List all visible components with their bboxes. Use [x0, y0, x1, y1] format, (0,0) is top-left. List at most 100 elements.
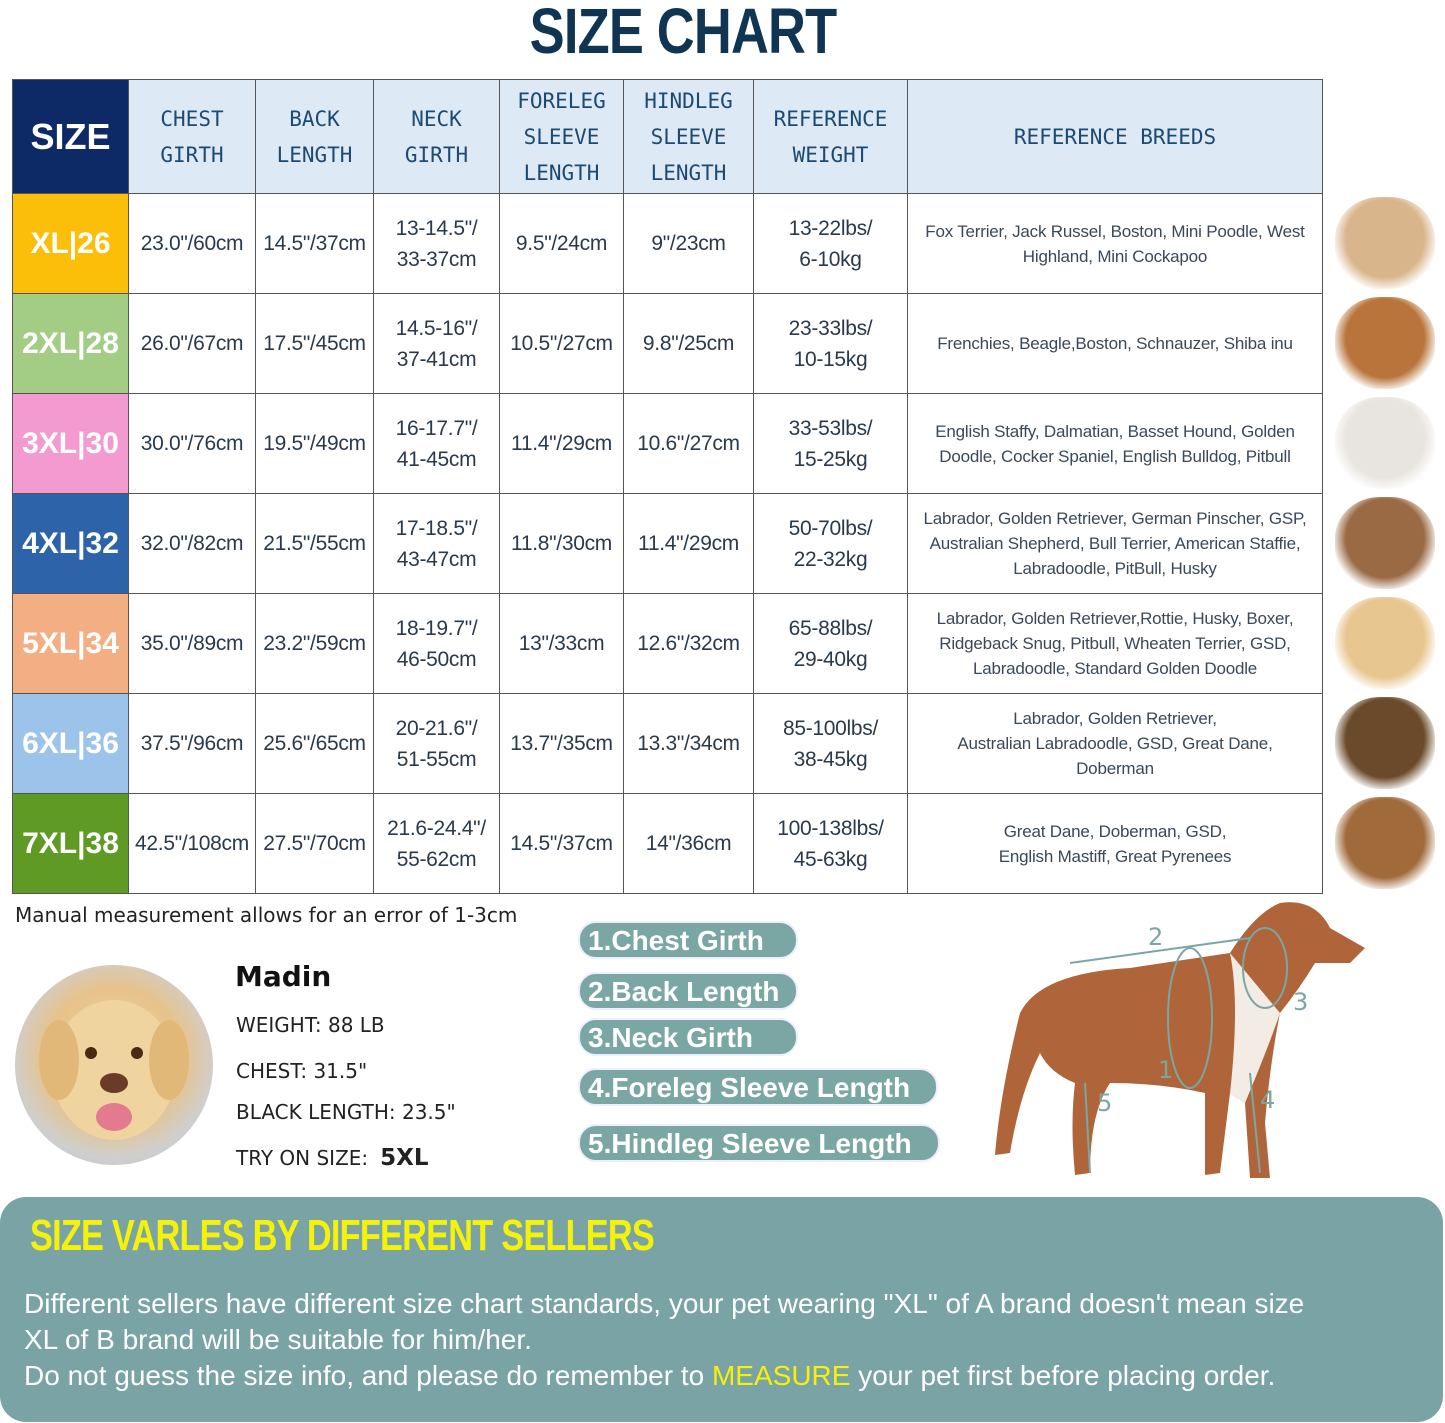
- cell-neck: 18-19.7"/ 46-50cm: [373, 593, 500, 694]
- cell-neck: 16-17.7"/ 41-45cm: [373, 393, 500, 494]
- cell-breeds: Labrador, Golden Retriever,Rottie, Husky…: [907, 593, 1323, 694]
- cell-chest: 32.0"/82cm: [128, 493, 256, 594]
- diagram-label-1: 1: [1158, 1056, 1173, 1084]
- measure-foreleg-sleeve: 4.Foreleg Sleeve Length: [578, 1068, 938, 1106]
- breed-photo: [1335, 397, 1435, 489]
- cell-foreleg: 13.7"/35cm: [499, 693, 624, 794]
- header-hindleg-sleeve-length: HINDLEG SLEEVE LENGTH: [623, 79, 754, 194]
- cell-hindleg: 9.8"/25cm: [623, 293, 754, 394]
- cell-chest: 26.0"/67cm: [128, 293, 256, 394]
- measure-back-length: 2.Back Length: [578, 972, 798, 1010]
- cell-breeds: English Staffy, Dalmatian, Basset Hound,…: [907, 393, 1323, 494]
- try-size-label: TRY ON SIZE:: [236, 1146, 369, 1170]
- header-foreleg-sleeve-length: FORELEG SLEEVE LENGTH: [499, 79, 624, 194]
- banner-line-3: Do not guess the size info, and please d…: [24, 1359, 1275, 1392]
- diagram-label-2: 2: [1148, 923, 1163, 951]
- cell-foreleg: 10.5"/27cm: [499, 293, 624, 394]
- cell-chest: 37.5"/96cm: [128, 693, 256, 794]
- cell-chest: 42.5"/108cm: [128, 793, 256, 894]
- cell-back: 25.6"/65cm: [255, 693, 374, 794]
- size-row: 2XL|28 26.0"/67cm 17.5"/45cm 14.5-16"/ 37-4…: [12, 293, 1323, 394]
- cell-hindleg: 13.3"/34cm: [623, 693, 754, 794]
- cell-weight: 50-70lbs/ 22-32kg: [753, 493, 908, 594]
- breed-photo: [1335, 297, 1435, 389]
- diagram-label-3: 3: [1293, 988, 1308, 1016]
- banner-title: SIZE VARLES BY DIFFERENT SELLERS: [30, 1211, 655, 1260]
- model-try-size: TRY ON SIZE: 5XL: [236, 1145, 429, 1171]
- cell-weight: 13-22lbs/ 6-10kg: [753, 193, 908, 294]
- breed-photo: [1335, 697, 1435, 789]
- cell-neck: 20-21.6"/ 51-55cm: [373, 693, 500, 794]
- cell-neck: 21.6-24.4"/ 55-62cm: [373, 793, 500, 894]
- size-row: 5XL|34 35.0"/89cm 23.2"/59cm 18-19.7"/ 46-5…: [12, 593, 1323, 694]
- cell-neck: 17-18.5"/ 43-47cm: [373, 493, 500, 594]
- banner-line-3a: Do not guess the size info, and please d…: [24, 1360, 712, 1391]
- cell-chest: 35.0"/89cm: [128, 593, 256, 694]
- breed-photo: [1335, 497, 1435, 589]
- header-reference-breeds: REFERENCE BREEDS: [907, 79, 1323, 194]
- size-label: 6XL|36: [12, 693, 129, 794]
- cell-weight: 100-138lbs/ 45-63kg: [753, 793, 908, 894]
- cell-chest: 23.0"/60cm: [128, 193, 256, 294]
- cell-hindleg: 9"/23cm: [623, 193, 754, 294]
- cell-hindleg: 11.4"/29cm: [623, 493, 754, 594]
- cell-back: 14.5"/37cm: [255, 193, 374, 294]
- model-weight: WEIGHT: 88 LB: [236, 1013, 385, 1037]
- cell-foreleg: 11.4"/29cm: [499, 393, 624, 494]
- size-chart-table: SIZE CHEST GIRTH BACK LENGTH NECK GIRTH FORE…: [12, 79, 1323, 894]
- breed-photo: [1335, 797, 1435, 889]
- diagram-label-5: 5: [1097, 1089, 1112, 1117]
- header-back-length: BACK LENGTH: [255, 79, 374, 194]
- diagram-label-4: 4: [1260, 1086, 1275, 1114]
- cell-foreleg: 14.5"/37cm: [499, 793, 624, 894]
- model-name: Madin: [235, 960, 332, 993]
- cell-breeds: Labrador, Golden Retriever, German Pinsc…: [907, 493, 1323, 594]
- measure-neck-girth: 3.Neck Girth: [578, 1018, 798, 1056]
- cell-weight: 65-88lbs/ 29-40kg: [753, 593, 908, 694]
- measure-highlight: MEASURE: [711, 1360, 851, 1391]
- banner-line-1: Different sellers have different size ch…: [24, 1288, 1305, 1319]
- cell-back: 17.5"/45cm: [255, 293, 374, 394]
- size-label: 7XL|38: [12, 793, 129, 894]
- size-row: 6XL|36 37.5"/96cm 25.6"/65cm 20-21.6"/ 51-5…: [12, 693, 1323, 794]
- header-chest-girth: CHEST GIRTH: [128, 79, 256, 194]
- size-label: 4XL|32: [12, 493, 129, 594]
- banner-line-2: XL of B brand will be suitable for him/h…: [24, 1324, 532, 1355]
- cell-breeds: Fox Terrier, Jack Russel, Boston, Mini P…: [907, 193, 1323, 294]
- header-neck-girth: NECK GIRTH: [373, 79, 500, 194]
- size-label: 5XL|34: [12, 593, 129, 694]
- size-row: 3XL|30 30.0"/76cm 19.5"/49cm 16-17.7"/ 41-4…: [12, 393, 1323, 494]
- header-reference-weight: REFERENCE WEIGHT: [753, 79, 908, 194]
- seller-warning-banner: SIZE VARLES BY DIFFERENT SELLERS Differe…: [0, 1197, 1443, 1422]
- header-size: SIZE: [12, 79, 129, 194]
- cell-breeds: Great Dane, Doberman, GSD, English Masti…: [907, 793, 1323, 894]
- cell-weight: 85-100lbs/ 38-45kg: [753, 693, 908, 794]
- size-label: 3XL|30: [12, 393, 129, 494]
- cell-back: 27.5"/70cm: [255, 793, 374, 894]
- cell-foreleg: 13"/33cm: [499, 593, 624, 694]
- cell-chest: 30.0"/76cm: [128, 393, 256, 494]
- cell-neck: 13-14.5"/ 33-37cm: [373, 193, 500, 294]
- measure-chest-girth: 1.Chest Girth: [578, 921, 798, 959]
- cell-hindleg: 14"/36cm: [623, 793, 754, 894]
- cell-hindleg: 12.6"/32cm: [623, 593, 754, 694]
- cell-breeds: Frenchies, Beagle,Boston, Schnauzer, Shi…: [907, 293, 1323, 394]
- cell-weight: 33-53lbs/ 15-25kg: [753, 393, 908, 494]
- cell-back: 23.2"/59cm: [255, 593, 374, 694]
- breed-photo: [1335, 197, 1435, 289]
- size-label: XL|26: [12, 193, 129, 294]
- model-chest: CHEST: 31.5": [236, 1059, 368, 1083]
- cell-neck: 14.5-16"/ 37-41cm: [373, 293, 500, 394]
- measurement-note: Manual measurement allows for an error o…: [15, 903, 518, 927]
- cell-breeds: Labrador, Golden Retriever, Australian L…: [907, 693, 1323, 794]
- dog-measurement-diagram: 1 2 3 4 5: [995, 902, 1365, 1178]
- try-size-value: 5XL: [380, 1145, 429, 1171]
- cell-hindleg: 10.6"/27cm: [623, 393, 754, 494]
- cell-weight: 23-33lbs/ 10-15kg: [753, 293, 908, 394]
- cell-foreleg: 11.8"/30cm: [499, 493, 624, 594]
- measure-hindleg-sleeve: 5.Hindleg Sleeve Length: [578, 1124, 940, 1162]
- cell-back: 19.5"/49cm: [255, 393, 374, 494]
- size-row: 4XL|32 32.0"/82cm 21.5"/55cm 17-18.5"/ 43-4…: [12, 493, 1323, 594]
- banner-line-3b: your pet first before placing order.: [850, 1360, 1276, 1391]
- model-length: BLACK LENGTH: 23.5": [236, 1100, 456, 1124]
